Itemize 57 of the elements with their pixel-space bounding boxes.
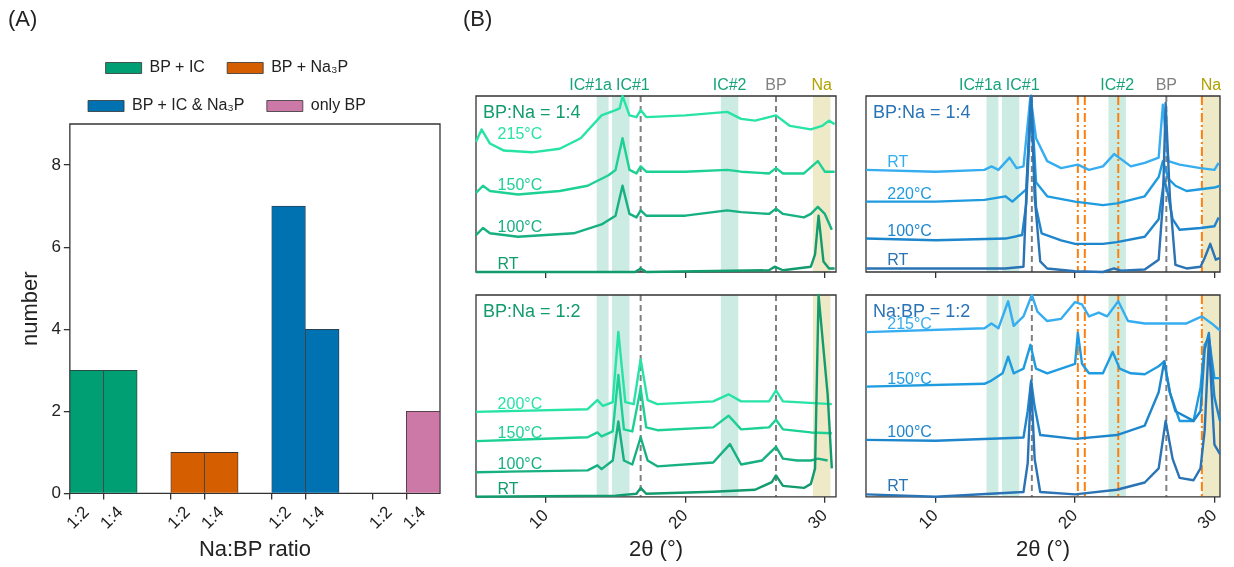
series-label: 150°C xyxy=(497,424,543,442)
series-label: 100°C xyxy=(887,221,932,239)
ref-line-label: BP xyxy=(1155,76,1178,93)
y-tick-label: 8 xyxy=(51,154,61,174)
x-axis-title: Na:BP ratio xyxy=(198,535,311,561)
band-label: IC#2 xyxy=(712,76,747,93)
chart-title: BP:Na = 1:4 xyxy=(483,102,581,122)
band-label: IC#1a xyxy=(569,76,613,93)
x-tick-label: 10 xyxy=(525,505,552,533)
series-label: 215°C xyxy=(497,124,543,142)
legend-label: BP + IC xyxy=(149,58,205,76)
legend-label: BP + Na₃P xyxy=(271,58,349,76)
series-label: RT xyxy=(887,152,909,170)
x-tick-label: 1:2 xyxy=(163,502,194,533)
chart-title: BP:Na = 1:2 xyxy=(483,301,581,321)
y-tick-label: 0 xyxy=(51,483,61,503)
band-label: IC#1 xyxy=(1005,76,1040,93)
x-tick-label: 1:4 xyxy=(96,502,127,533)
band-label: Na xyxy=(1200,76,1222,93)
band-label: Na xyxy=(811,76,833,93)
text: (B) xyxy=(463,6,493,31)
x-axis-title: 2θ (°) xyxy=(628,535,684,561)
series-label: RT xyxy=(497,255,519,272)
x-tick-label: 30 xyxy=(804,505,831,533)
x-tick-label: 1:4 xyxy=(197,502,228,533)
y-axis-title: number xyxy=(17,271,43,347)
text: (A) xyxy=(8,6,38,31)
x-tick-label: 1:4 xyxy=(298,502,329,533)
x-tick-label: 1:2 xyxy=(62,502,93,533)
series-label: RT xyxy=(887,477,909,495)
x-tick-label: 30 xyxy=(1193,505,1221,533)
series-label: 200°C xyxy=(497,394,543,412)
band-label: IC#1 xyxy=(615,76,650,93)
band-label: IC#2 xyxy=(1100,76,1135,93)
x-tick-label: 1:2 xyxy=(365,502,396,533)
x-axis-title: 2θ (°) xyxy=(1015,535,1071,561)
series-label: RT xyxy=(887,251,909,269)
legend-label: BP + IC & Na₃P xyxy=(132,96,245,114)
series-label: 100°C xyxy=(497,218,543,236)
series-label: 100°C xyxy=(497,455,543,473)
series-label: 150°C xyxy=(497,175,543,193)
chart-title: BP:Na = 1:4 xyxy=(873,102,971,122)
series-label: 150°C xyxy=(887,369,932,387)
series-label: 100°C xyxy=(887,422,932,440)
x-tick-label: 1:2 xyxy=(264,502,295,533)
y-tick-label: 6 xyxy=(51,236,61,256)
series-label: RT xyxy=(497,479,519,497)
ref-line-label: BP xyxy=(765,76,787,93)
band-label: IC#1a xyxy=(959,76,1002,93)
x-tick-label: 20 xyxy=(1054,505,1082,533)
legend-label: only BP xyxy=(310,96,366,114)
x-tick-label: 20 xyxy=(664,505,692,533)
y-tick-label: 4 xyxy=(51,318,61,338)
y-tick-label: 2 xyxy=(51,401,61,421)
x-tick-label: 1:4 xyxy=(399,502,430,533)
x-tick-label: 10 xyxy=(915,505,942,533)
series-label: 220°C xyxy=(887,184,932,202)
